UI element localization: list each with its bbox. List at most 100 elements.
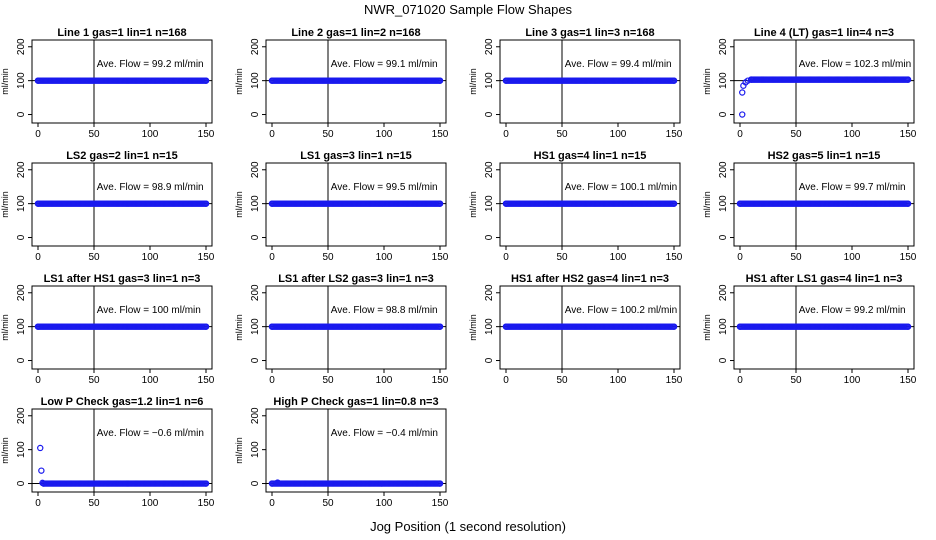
x-tick-label: 150 <box>198 252 215 263</box>
chart-panel-3: Line 3 gas=1 lin=3 n=168 0 50 100 150 0 100 200… <box>468 27 683 140</box>
mean-flow-annotation: Ave. Flow = 99.2 ml/min <box>799 305 906 316</box>
x-tick-label: 150 <box>666 252 683 263</box>
x-tick-label: 0 <box>35 252 41 263</box>
annotation-unit: ml/min <box>873 182 905 193</box>
y-tick-label: 100 <box>16 318 27 335</box>
point-series <box>502 323 678 330</box>
x-tick-label: 100 <box>844 252 861 263</box>
mean-flow-annotation: Ave. Flow = 102.3 ml/min <box>799 59 911 70</box>
y-tick-label: 0 <box>250 234 261 240</box>
data-point <box>904 76 912 83</box>
x-tick-label: 50 <box>322 498 334 509</box>
annotation-unit: ml/min <box>172 428 204 439</box>
annotation-unit: ml/min <box>639 59 671 70</box>
annotation-prefix: Ave. Flow = <box>565 182 620 193</box>
y-tick-label: 200 <box>718 161 729 178</box>
y-tick-label: 200 <box>484 161 495 178</box>
x-tick-label: 0 <box>269 252 275 263</box>
annotation-value: 100.2 <box>620 305 645 316</box>
plot-frame <box>31 285 213 370</box>
x-tick-label: 150 <box>900 129 917 140</box>
y-tick-label: 200 <box>484 38 495 55</box>
x-tick-label: 0 <box>35 498 41 509</box>
y-tick-label: 100 <box>16 195 27 212</box>
mean-flow-annotation: Ave. Flow = 100.1 ml/min <box>565 182 677 193</box>
data-point <box>202 480 210 487</box>
y-tick-label: 0 <box>718 357 729 363</box>
figure-xlabel: Jog Position (1 second resolution) <box>370 519 566 534</box>
y-tick-label: 100 <box>16 72 27 89</box>
panel-title: LS2 gas=2 lin=1 n=15 <box>66 150 178 162</box>
y-tick-label: 200 <box>250 407 261 424</box>
annotation-value: 98.8 <box>386 305 406 316</box>
annotation-prefix: Ave. Flow = <box>799 305 854 316</box>
data-point <box>202 323 210 330</box>
y-tick-label: 100 <box>484 195 495 212</box>
point-series <box>268 200 444 207</box>
plot-frame <box>733 285 915 370</box>
y-axis-label: ml/min <box>234 437 244 464</box>
y-axis-label: ml/min <box>234 191 244 218</box>
x-tick-label: 50 <box>322 252 334 263</box>
plot-frame <box>265 285 447 370</box>
y-axis-label: ml/min <box>468 191 478 218</box>
y-tick-label: 100 <box>16 441 27 458</box>
y-tick-label: 0 <box>718 111 729 117</box>
mean-flow-annotation: Ave. Flow = 99.4 ml/min <box>565 59 672 70</box>
y-tick-label: 0 <box>250 111 261 117</box>
y-axis-label: ml/min <box>0 191 10 218</box>
point-series <box>268 77 444 84</box>
y-tick-label: 100 <box>484 72 495 89</box>
data-point <box>739 111 746 118</box>
annotation-value: −0.4 <box>386 428 406 439</box>
x-tick-label: 100 <box>610 252 627 263</box>
y-tick-label: 0 <box>250 357 261 363</box>
x-tick-label: 0 <box>503 252 509 263</box>
data-point <box>670 77 678 84</box>
panel-title: LS1 after LS2 gas=3 lin=1 n=3 <box>278 273 434 285</box>
annotation-prefix: Ave. Flow = <box>97 305 152 316</box>
data-point <box>37 444 44 452</box>
y-tick-label: 100 <box>484 318 495 335</box>
x-tick-label: 150 <box>432 252 449 263</box>
annotation-unit: ml/min <box>873 305 905 316</box>
annotation-prefix: Ave. Flow = <box>565 305 620 316</box>
y-tick-label: 0 <box>484 357 495 363</box>
point-series <box>736 323 912 330</box>
x-tick-label: 100 <box>142 375 159 386</box>
x-tick-label: 50 <box>88 498 100 509</box>
annotation-unit: ml/min <box>405 305 437 316</box>
y-tick-label: 200 <box>484 284 495 301</box>
data-point <box>436 480 444 487</box>
x-tick-label: 0 <box>35 375 41 386</box>
x-tick-label: 50 <box>322 375 334 386</box>
x-tick-label: 150 <box>432 129 449 140</box>
y-axis-label: ml/min <box>702 68 712 95</box>
annotation-value: 99.7 <box>854 182 874 193</box>
y-axis-label: ml/min <box>234 314 244 341</box>
y-tick-label: 0 <box>484 234 495 240</box>
annotation-value: 99.2 <box>152 59 172 70</box>
x-tick-label: 150 <box>432 375 449 386</box>
annotation-unit: ml/min <box>406 428 438 439</box>
plot-frame <box>499 285 681 370</box>
y-axis-label: ml/min <box>702 191 712 218</box>
chart-panel-14: High P Check gas=1 lin=0.8 n=3 0 50 100 150 0… <box>234 396 449 509</box>
y-tick-label: 100 <box>250 195 261 212</box>
chart-panel-12: HS1 after LS1 gas=4 lin=1 n=3 0 50 100 150 0 1… <box>702 273 917 386</box>
x-tick-label: 100 <box>610 129 627 140</box>
data-point <box>436 200 444 207</box>
point-series <box>34 77 210 84</box>
plot-frame <box>31 39 213 124</box>
data-point <box>436 323 444 330</box>
annotation-unit: ml/min <box>171 59 203 70</box>
chart-panel-6: LS1 gas=3 lin=1 n=15 0 50 100 150 0 100 200 ml/m… <box>234 150 449 263</box>
y-axis-label: ml/min <box>702 314 712 341</box>
x-tick-label: 100 <box>844 129 861 140</box>
point-series <box>736 200 912 207</box>
annotation-prefix: Ave. Flow = <box>97 59 152 70</box>
y-tick-label: 0 <box>16 234 27 240</box>
y-tick-label: 100 <box>250 318 261 335</box>
x-tick-label: 150 <box>666 375 683 386</box>
panel-title: High P Check gas=1 lin=0.8 n=3 <box>273 396 438 408</box>
